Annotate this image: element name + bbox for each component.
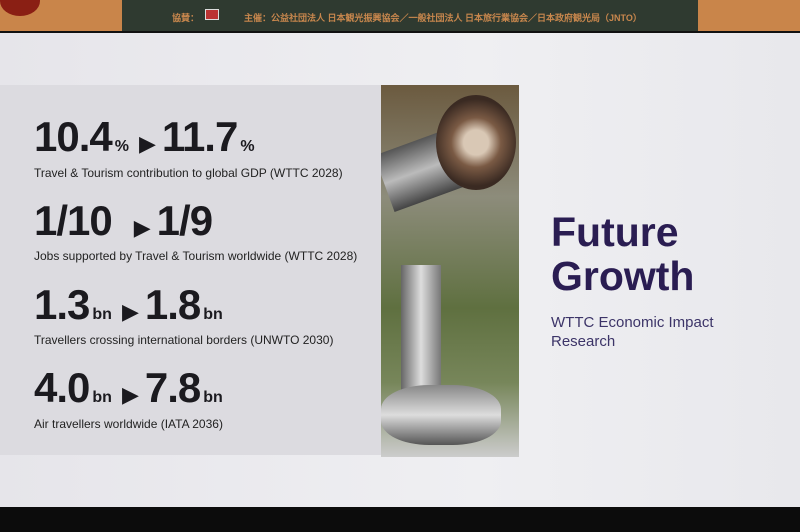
stat-from: 1.3	[34, 281, 90, 328]
stage-bottom	[0, 507, 800, 532]
stat-description: Travel & Tourism contribution to global …	[34, 166, 343, 180]
stat-unit: %	[240, 138, 255, 155]
banner-left-ornament	[0, 0, 122, 31]
stat-to: 1.8	[144, 281, 201, 328]
stat-unit: bn	[203, 306, 223, 323]
stat-gdp: 10.4% ▶ 11.7%	[34, 113, 259, 161]
slide-subtitle: WTTC Economic Impact Research	[551, 314, 714, 350]
stat-jobs: 1/10 ▶ 1/9	[34, 197, 213, 245]
arrow-right-icon: ▶	[138, 131, 156, 156]
stat-from: 4.0	[34, 364, 90, 411]
stats-panel	[0, 85, 381, 455]
stat-air-travellers: 4.0 bn ▶ 7.8 bn	[34, 364, 227, 412]
sponsor-label: 協賛：	[172, 13, 200, 23]
stat-unit: bn	[92, 306, 112, 323]
slide-title: Future Growth	[551, 210, 694, 298]
stat-unit: %	[114, 138, 129, 155]
arrow-right-icon: ▶	[121, 299, 139, 324]
stat-to: 7.8	[144, 364, 201, 411]
title-line: Growth	[551, 253, 695, 299]
event-banner: 協賛： 主催：公益社団法人 日本観光振興協会／一般社団法人 日本旅行業協会／日本…	[0, 0, 800, 31]
arrow-right-icon: ▶	[133, 215, 151, 240]
telescope-photo	[381, 85, 519, 457]
stat-unit: bn	[92, 389, 112, 406]
stat-description: Travellers crossing international border…	[34, 333, 334, 347]
sponsor-logo	[205, 9, 219, 20]
logo-mark	[0, 0, 40, 16]
title-line: Future	[551, 209, 679, 255]
banner-right-ornament	[698, 0, 800, 31]
stat-to: 11.7	[161, 113, 238, 160]
stat-to: 1/9	[156, 197, 213, 244]
stat-from: 10.4	[34, 113, 113, 160]
stat-unit: bn	[203, 389, 223, 406]
stat-from: 1/10	[34, 197, 113, 244]
organizers-text: 主催：公益社団法人 日本観光振興協会／一般社団法人 日本旅行業協会／日本政府観光…	[244, 13, 642, 23]
stat-description: Jobs supported by Travel & Tourism world…	[34, 249, 358, 263]
stat-description: Air travellers worldwide (IATA 2036)	[34, 417, 223, 431]
projection-screen: 10.4% ▶ 11.7% Travel & Tourism contributio…	[0, 33, 800, 507]
arrow-right-icon: ▶	[121, 382, 139, 407]
stat-travellers: 1.3 bn ▶ 1.8 bn	[34, 281, 227, 329]
